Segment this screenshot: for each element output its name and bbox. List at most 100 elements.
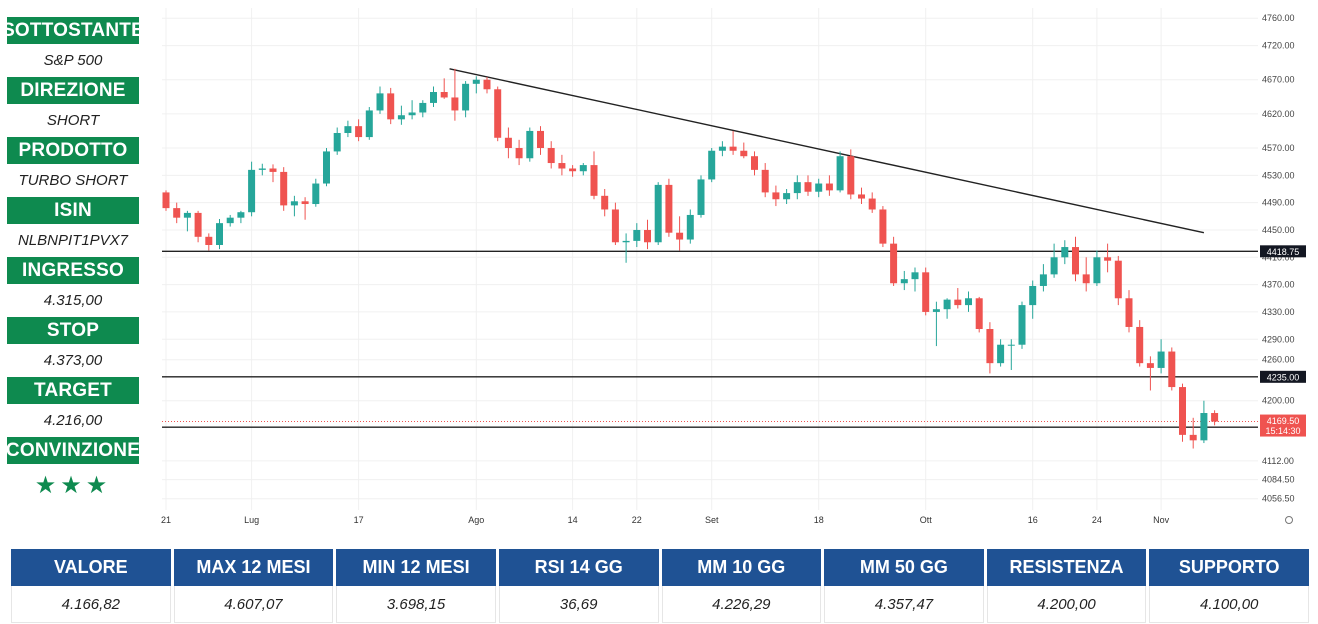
stat-header-resistenza: RESISTENZA bbox=[986, 549, 1147, 586]
x-tick-label: 14 bbox=[568, 515, 578, 525]
candle-body bbox=[194, 212, 202, 237]
candle bbox=[847, 149, 855, 200]
candle-body bbox=[847, 156, 855, 195]
candle bbox=[665, 178, 673, 237]
candle-body bbox=[547, 148, 555, 164]
x-tick-label: Ago bbox=[468, 515, 484, 525]
candle-body bbox=[900, 279, 908, 284]
candle-body bbox=[269, 168, 277, 172]
candle-body bbox=[975, 298, 983, 330]
candle bbox=[815, 178, 823, 198]
candle-body bbox=[1018, 305, 1026, 345]
candle-body bbox=[1168, 351, 1176, 388]
level-badge bbox=[1260, 370, 1306, 383]
candle-body bbox=[911, 272, 919, 280]
candle-body bbox=[836, 156, 844, 191]
candle bbox=[483, 76, 491, 94]
y-tick-label: 4620.00 bbox=[1262, 109, 1295, 119]
isin-label: ISIN bbox=[7, 197, 139, 224]
candle-body bbox=[515, 148, 523, 159]
candle bbox=[333, 127, 341, 155]
candle-body bbox=[986, 329, 994, 364]
candle-body bbox=[1179, 387, 1186, 435]
candle bbox=[194, 210, 202, 243]
level-badge-label: 4235.00 bbox=[1267, 372, 1300, 382]
candle bbox=[793, 175, 801, 200]
candle bbox=[654, 182, 662, 245]
candlestick-chart[interactable]: 4760.00 4720.00 4670.00 4620.00 4570.00 4530.… bbox=[150, 8, 1312, 530]
candle bbox=[258, 163, 266, 176]
x-tick-label: 17 bbox=[354, 515, 364, 525]
candle-body bbox=[943, 299, 951, 310]
target-label: TARGET bbox=[7, 377, 139, 404]
candle bbox=[986, 322, 994, 374]
candle bbox=[547, 141, 555, 169]
candle bbox=[943, 298, 951, 319]
candle-body bbox=[301, 201, 309, 205]
stat-header-valore: VALORE bbox=[11, 549, 171, 586]
candle bbox=[1168, 347, 1176, 391]
candle-body bbox=[526, 130, 534, 159]
y-tick-label: 4056.50 bbox=[1262, 494, 1295, 504]
candle bbox=[644, 219, 651, 250]
stat-value-mm-10-gg: 4.226,29 bbox=[661, 586, 822, 623]
candle bbox=[569, 165, 577, 177]
x-tick-label: Set bbox=[705, 515, 719, 525]
candle bbox=[676, 216, 684, 251]
y-tick-label: 4330.00 bbox=[1262, 307, 1295, 317]
candle-body bbox=[280, 171, 288, 206]
x-tick-label: 24 bbox=[1092, 515, 1102, 525]
target-value: 4.216,00 bbox=[43, 412, 103, 429]
candle bbox=[1189, 417, 1197, 449]
candle-body bbox=[1050, 257, 1058, 275]
candle bbox=[772, 185, 780, 207]
isin-value: NLBNPIT1PVX7 bbox=[17, 232, 129, 249]
candle bbox=[1050, 243, 1058, 278]
candle bbox=[451, 68, 459, 121]
candle bbox=[526, 127, 534, 162]
candle-body bbox=[890, 243, 898, 284]
candle bbox=[590, 151, 598, 200]
candle bbox=[1211, 410, 1219, 426]
candle bbox=[290, 195, 298, 217]
candle bbox=[1082, 257, 1090, 292]
y-tick-label: 4760.00 bbox=[1262, 13, 1295, 23]
candle bbox=[472, 76, 480, 94]
candle-body bbox=[633, 229, 641, 241]
candle-body bbox=[579, 165, 587, 172]
candle-body bbox=[997, 344, 1005, 364]
candle bbox=[1029, 280, 1037, 319]
candle bbox=[504, 127, 512, 159]
candle bbox=[462, 81, 470, 118]
candle bbox=[387, 87, 395, 125]
candle bbox=[1104, 243, 1112, 273]
x-tick-label: 16 bbox=[1028, 515, 1038, 525]
ingresso-label: INGRESSO bbox=[7, 257, 139, 284]
candle-body bbox=[686, 214, 694, 240]
candle bbox=[836, 151, 844, 193]
stop-label: STOP bbox=[7, 317, 139, 344]
candle-body bbox=[729, 146, 737, 151]
direzione-value: SHORT bbox=[46, 112, 100, 129]
candle bbox=[911, 267, 919, 292]
candle bbox=[1200, 400, 1208, 444]
direzione-label: DIREZIONE bbox=[7, 77, 139, 104]
stat-value-resistenza: 4.200,00 bbox=[986, 586, 1147, 623]
candle-body bbox=[430, 92, 437, 103]
stat-header-min-12-mesi: MIN 12 MESI bbox=[336, 549, 496, 586]
sottostante-label: SOTTOSTANTE bbox=[2, 17, 144, 44]
y-tick-label: 4200.00 bbox=[1262, 396, 1295, 406]
candle-body bbox=[622, 240, 630, 243]
price-chart[interactable]: 4760.00 4720.00 4670.00 4620.00 4570.00 4530.… bbox=[150, 8, 1312, 530]
candle-body bbox=[697, 179, 705, 215]
x-tick-label: Ott bbox=[920, 515, 933, 525]
candle bbox=[601, 188, 609, 217]
candle-body bbox=[462, 83, 470, 111]
candle bbox=[515, 139, 523, 166]
candle-body bbox=[451, 97, 459, 111]
candle bbox=[611, 202, 619, 245]
candle bbox=[537, 126, 544, 155]
stat-header-mm-10-gg: MM 10 GG bbox=[661, 549, 822, 586]
convinzione-label: CONVINZIONE bbox=[6, 437, 140, 464]
candle bbox=[825, 175, 833, 196]
